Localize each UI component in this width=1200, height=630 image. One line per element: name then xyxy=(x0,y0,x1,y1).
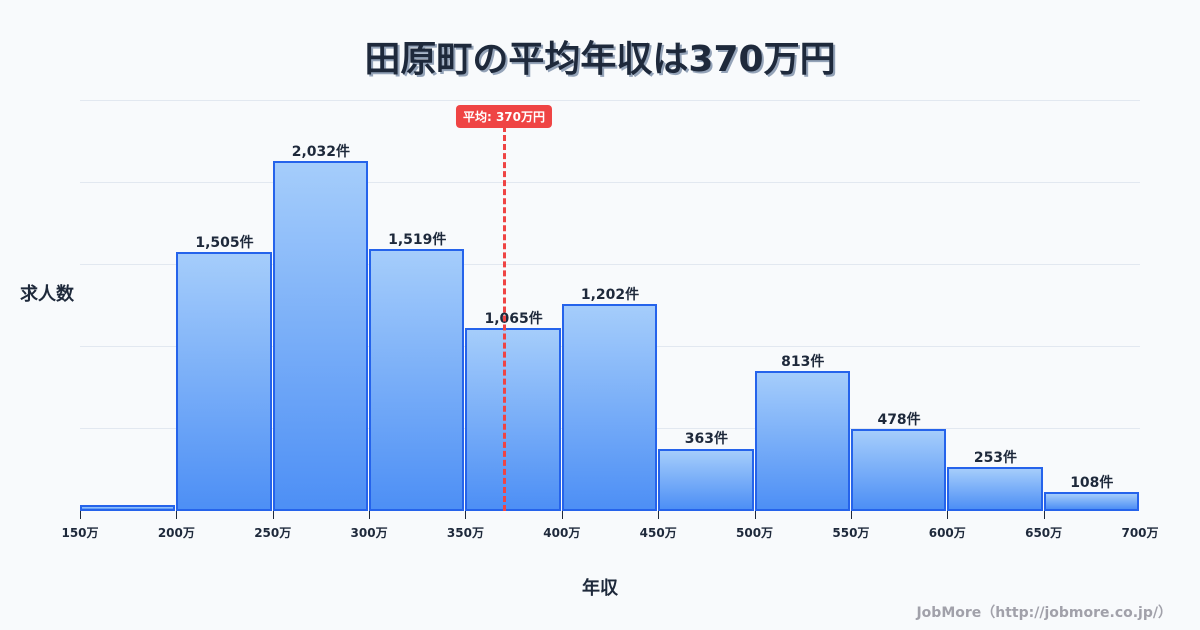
plot-area: 1,505件 2,032件 1,519件 1,065件 1,202件 363件 813件 47… xyxy=(61,100,1159,540)
x-axis-tick-label: 450万 xyxy=(639,526,677,540)
average-badge: 平均: 370万円 xyxy=(455,105,553,128)
histogram-bar[interactable] xyxy=(561,304,658,511)
histogram-bar[interactable] xyxy=(80,504,176,511)
bar-value-label: 478件 xyxy=(877,411,921,428)
x-axis-tick-label: 350万 xyxy=(446,526,484,540)
histogram-bar[interactable] xyxy=(658,448,754,511)
histogram-bar[interactable] xyxy=(465,327,561,511)
bar-value-label: 2,032件 xyxy=(291,144,351,161)
bar-value-label: 1,505件 xyxy=(195,234,254,251)
x-axis-tick xyxy=(176,511,178,519)
x-axis-label: 年収 xyxy=(582,578,618,599)
gridline xyxy=(80,182,1140,183)
x-axis-tick-label: 200万 xyxy=(157,526,195,540)
x-axis-tick xyxy=(947,511,949,519)
x-axis-tick xyxy=(754,511,756,519)
x-axis-tick-label: 500万 xyxy=(736,526,774,540)
x-axis-tick-label: 400万 xyxy=(543,526,581,540)
x-axis-tick xyxy=(561,511,563,519)
x-axis-tick-label: 300万 xyxy=(350,526,388,540)
average-line xyxy=(503,126,506,511)
x-axis-tick-label: 150万 xyxy=(61,526,99,540)
x-axis-tick-label: 550万 xyxy=(832,526,870,540)
x-axis-tick xyxy=(272,511,274,519)
x-axis-tick-label: 250万 xyxy=(254,526,292,540)
bar-value-label: 108件 xyxy=(1070,475,1114,492)
histogram-bar[interactable] xyxy=(369,249,465,511)
gridline xyxy=(80,264,1140,265)
bar-value-label: 1,519件 xyxy=(388,232,447,249)
histogram-bar[interactable] xyxy=(947,467,1043,511)
x-axis-tick xyxy=(80,511,81,519)
bar-value-label: 1,065件 xyxy=(484,310,543,327)
bar-value-label: 253件 xyxy=(973,450,1018,467)
gridline xyxy=(80,100,1140,101)
histogram-bar[interactable] xyxy=(850,428,947,511)
histogram-bar[interactable] xyxy=(754,371,850,511)
source-credit: JobMore（http://jobmore.co.jp/） xyxy=(916,605,1172,621)
bar-value-label: 363件 xyxy=(684,431,728,448)
bar-value-label: 1,202件 xyxy=(580,287,640,304)
x-axis-tick-label: 650万 xyxy=(1025,526,1063,540)
y-axis-label: 求人数 xyxy=(20,284,74,305)
x-axis-tick xyxy=(850,511,852,519)
x-axis-tick xyxy=(1043,511,1045,519)
chart-title: 田原町の平均年収は370万円 xyxy=(364,39,836,80)
x-axis-tick xyxy=(465,511,467,519)
x-axis-tick xyxy=(658,511,660,519)
x-axis-tick-label: 700万 xyxy=(1121,526,1159,540)
x-axis-tick-label: 600万 xyxy=(928,526,966,540)
x-axis-tick xyxy=(369,511,371,519)
histogram-bar[interactable] xyxy=(1043,492,1139,511)
histogram-bar[interactable] xyxy=(176,251,272,511)
histogram-bar[interactable] xyxy=(272,161,369,511)
bar-value-label: 813件 xyxy=(781,354,825,370)
